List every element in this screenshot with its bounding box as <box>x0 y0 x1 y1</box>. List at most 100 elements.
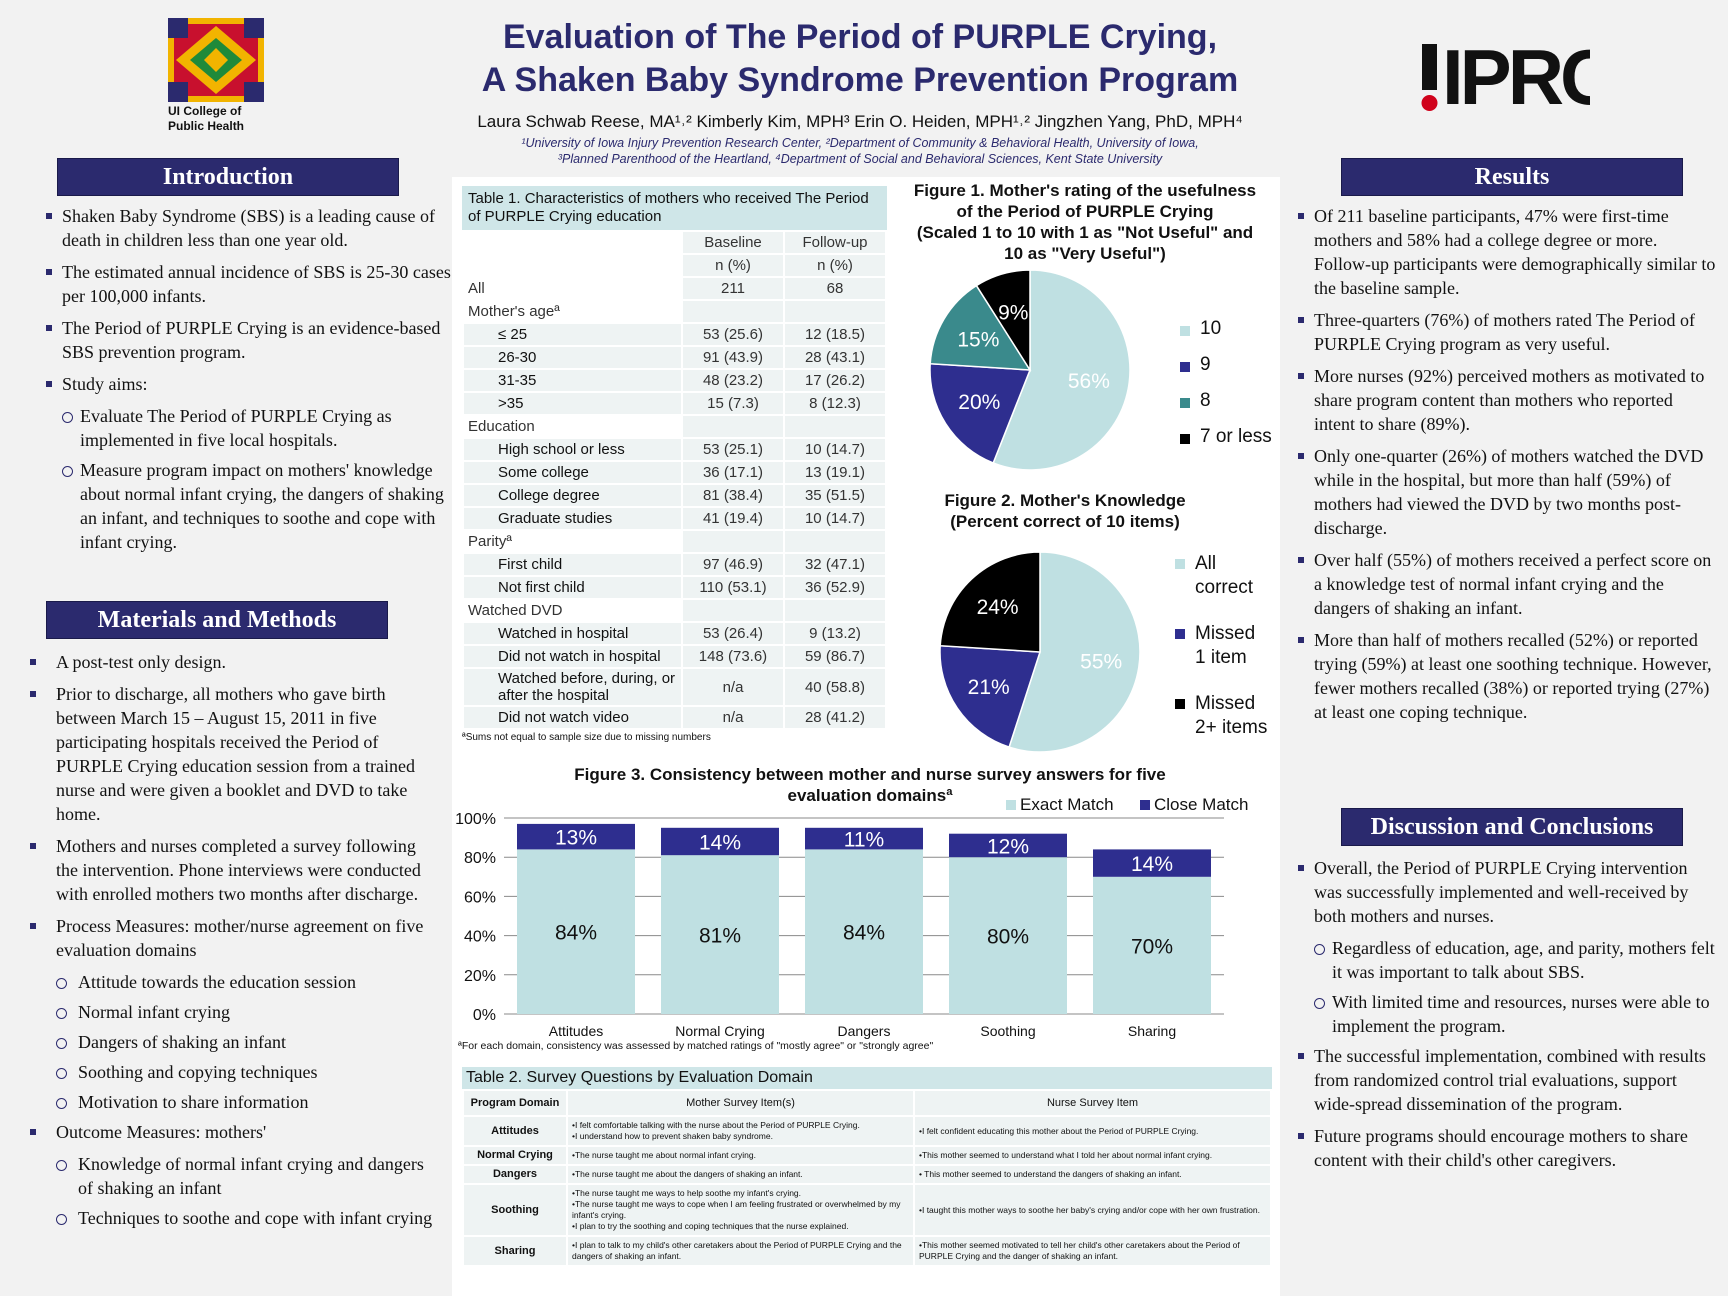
figure2-legend: All correct Missed 1 item Missed 2+ items <box>1175 552 1275 762</box>
table2-row: Soothing •The nurse taught me ways to hel… <box>464 1185 1270 1235</box>
table1-baseline-cell: 41 (19.4) <box>683 508 783 529</box>
table1-followup-cell: 28 (43.1) <box>785 347 885 368</box>
pie-slice <box>992 269 1131 471</box>
table1-baseline-cell: 110 (53.1) <box>683 577 783 598</box>
bar-segment <box>661 827 779 856</box>
methods-item: Mothers and nurses completed a survey fo… <box>26 834 440 906</box>
iprc-logo-icon: IPRC <box>1421 33 1619 121</box>
figure3-title: Figure 3. Consistency between mother and… <box>470 764 1270 806</box>
legend-swatch <box>1180 398 1190 408</box>
table2-row: Attitudes •I felt comfortable talking wit… <box>464 1117 1270 1145</box>
table1-row: 31-35 48 (23.2) 17 (26.2) <box>464 370 885 391</box>
table2-mother-cell: •The nurse taught me ways to help soothe… <box>568 1185 913 1235</box>
bar-segment <box>517 823 635 850</box>
discussion-item: Future programs should encourage mothers… <box>1296 1124 1716 1172</box>
table1-row-label: Graduate studies <box>464 508 681 529</box>
methods-item: Outcome Measures: mothers' <box>26 1120 440 1144</box>
discussion-sub-item: Regardless of education, age, and parity… <box>1296 936 1716 984</box>
discussion-sub-item: With limited time and resources, nurses … <box>1296 990 1716 1038</box>
table1-baseline-cell: 36 (17.1) <box>683 462 783 483</box>
intro-item: The Period of PURPLE Crying is an eviden… <box>44 316 454 364</box>
pie-slice <box>939 644 1042 749</box>
bar-value-label: 13% <box>555 827 597 850</box>
pie-slice-label: 20% <box>958 391 1000 414</box>
legend-label: correct <box>1195 577 1254 598</box>
pie-slice-label: 55% <box>1080 651 1122 674</box>
table1-row-label: High school or less <box>464 439 681 460</box>
discussion-item: The successful implementation, combined … <box>1296 1044 1716 1116</box>
table1-followup-cell: 68 <box>785 278 885 299</box>
table1-row: Education <box>464 416 885 437</box>
process-measure: Attitude towards the education session <box>26 970 440 994</box>
title-line2: A Shaken Baby Syndrome Prevention Progra… <box>481 61 1239 99</box>
intro-item: The estimated annual incidence of SBS is… <box>44 260 454 308</box>
table1-row: Graduate studies 41 (19.4) 10 (14.7) <box>464 508 885 529</box>
legend-item: Missed 2+ items <box>1175 692 1275 762</box>
pie-slice <box>929 362 1032 464</box>
table1-row: Some college 36 (17.1) 13 (19.1) <box>464 462 885 483</box>
discussion-item: Overall, the Period of PURPLE Crying int… <box>1296 856 1716 928</box>
table2-domain-cell: Soothing <box>464 1185 566 1235</box>
table1-followup-cell: 17 (26.2) <box>785 370 885 391</box>
x-tick-label: Normal Crying <box>675 1023 764 1039</box>
results-item: Over half (55%) of mothers received a pe… <box>1296 548 1716 620</box>
legend-label: 9 <box>1200 354 1211 375</box>
figure3-title-line: evaluation domainsª <box>787 786 953 805</box>
table1-baseline-cell <box>683 600 783 621</box>
table2-header-domain: Program Domain <box>464 1091 566 1115</box>
table1-row: >35 15 (7.3) 8 (12.3) <box>464 393 885 414</box>
table1-followup-cell: 32 (47.1) <box>785 554 885 575</box>
table2: Table 2. Survey Questions by Evaluation … <box>462 1067 1272 1267</box>
affil-line2: ³Planned Parenthood of the Heartland, ⁴D… <box>557 152 1163 166</box>
table1-row: All 211 68 <box>464 278 885 299</box>
table2-caption: Table 2. Survey Questions by Evaluation … <box>462 1067 1272 1089</box>
table1-followup-cell: 59 (86.7) <box>785 646 885 667</box>
legend-item: Missed 1 item <box>1175 622 1275 692</box>
bar-segment <box>805 849 923 1014</box>
legend-label: Close Match <box>1154 795 1248 814</box>
table1-row-label: >35 <box>464 393 681 414</box>
bar-value-label: 12% <box>987 835 1029 858</box>
process-measure: Dangers of shaking an infant <box>26 1030 440 1054</box>
results-item: More nurses (92%) perceived mothers as m… <box>1296 364 1716 436</box>
table1-baseline-cell: n/a <box>683 669 783 705</box>
figure1-title-line: Figure 1. Mother's rating of the usefuln… <box>913 181 1257 200</box>
table1-row-label: Did not watch video <box>464 707 681 728</box>
mother-survey-item: •I plan to talk to my child's other care… <box>572 1240 902 1261</box>
pie-slice <box>939 551 1041 653</box>
legend-swatch <box>1006 800 1016 810</box>
table1-baseline-cell: 91 (43.9) <box>683 347 783 368</box>
legend-swatch <box>1175 629 1185 639</box>
table1-followup-cell <box>785 416 885 437</box>
table1-row-label: Mother's ageª <box>468 303 560 320</box>
table1: Table 1. Characteristics of mothers who … <box>462 186 887 743</box>
methods-heading: Materials and Methods <box>46 601 388 639</box>
bar-value-label: 11% <box>844 829 884 852</box>
table1-followup-cell: 10 (14.7) <box>785 508 885 529</box>
bar-value-label: 14% <box>699 832 741 855</box>
table1-followup-cell: 35 (51.5) <box>785 485 885 506</box>
table2-header-nurse: Nurse Survey Item <box>915 1091 1270 1115</box>
mother-survey-item: •The nurse taught me ways to help soothe… <box>572 1188 802 1198</box>
table1-row-label: All <box>468 280 485 297</box>
legend-label: 8 <box>1200 390 1211 411</box>
pie-slice-label: 24% <box>977 596 1019 619</box>
bar-value-label: 80% <box>987 926 1029 949</box>
title-line1: Evaluation of The Period of PURPLE Cryin… <box>502 18 1218 56</box>
introduction-section: Shaken Baby Syndrome (SBS) is a leading … <box>44 204 454 560</box>
table1-row-label: Did not watch in hospital <box>464 646 681 667</box>
table1-baseline-cell <box>683 531 783 552</box>
table1-grid: Baseline Follow-up n (%) n (%) All 211 68 M… <box>462 230 887 730</box>
table2-domain-cell: Attitudes <box>464 1117 566 1145</box>
table1-row-label: ≤ 25 <box>464 324 681 345</box>
table2-nurse-cell: •This mother seemed to understand what I… <box>915 1147 1270 1164</box>
table1-header-empty <box>464 255 681 276</box>
bar-value-label: 14% <box>1131 853 1173 876</box>
college-logo-icon <box>168 18 264 102</box>
table1-baseline-cell: 48 (23.2) <box>683 370 783 391</box>
table1-followup-cell <box>785 301 885 322</box>
table1-row: Did not watch in hospital 148 (73.6) 59 (8… <box>464 646 885 667</box>
table2-grid: Program Domain Mother Survey Item(s) Nur… <box>462 1089 1272 1267</box>
table1-row-label: Watched before, during, or after the hos… <box>464 669 681 705</box>
table1-followup-cell <box>785 600 885 621</box>
